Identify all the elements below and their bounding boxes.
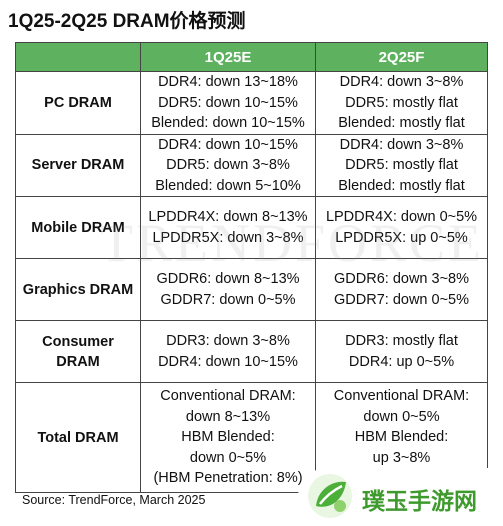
cell-server-q1: DDR4: down 10~15% DDR5: down 3~8% Blended:… [140, 133, 316, 197]
cell-line: DDR5: down 3~8% [166, 157, 290, 173]
cell-line: DDR4: down 10~15% [158, 353, 298, 370]
cell-line: down 0~5% [363, 408, 440, 425]
cell-line: Blended: mostly flat [338, 177, 465, 194]
cell-line: DDR3: mostly flat [345, 333, 458, 349]
leaf-logo-icon [308, 474, 352, 518]
cell-mobile-q2: LPDDR4X: down 0~5% LPDDR5X: up 0~5% [315, 196, 488, 259]
cell-line: GDDR7: down 0~5% [160, 291, 296, 308]
header-row: 1Q25E 2Q25F [15, 42, 488, 72]
row-label-graphics: Graphics DRAM [15, 258, 141, 321]
table-row-consumer: Consumer DRAM DDR3: down 3~8% DDR4: down 1… [15, 320, 488, 383]
cell-line: HBM Blended: [354, 429, 449, 446]
cell-line: (HBM Penetration: 8%) [153, 470, 303, 487]
source-note: Source: TrendForce, March 2025 [22, 493, 206, 507]
cell-pc-q1: DDR4: down 13~18% DDR5: down 10~15% Blende… [140, 71, 316, 135]
cell-line: DDR4: down 3~8% [339, 74, 464, 90]
cell-line: down 0~5% [189, 449, 267, 466]
row-label-consumer: Consumer DRAM [15, 320, 141, 383]
cell-line: Blended: down 5~10% [155, 177, 301, 194]
cell-line: down 8~13% [185, 408, 271, 425]
table-row-server: Server DRAM DDR4: down 10~15% DDR5: down 3… [15, 133, 488, 197]
table-row-mobile: Mobile DRAM LPDDR4X: down 8~13% LPDDR5X: d… [15, 196, 488, 259]
cell-line: LPDDR4X: down 8~13% [148, 209, 308, 225]
row-label-total: Total DRAM [15, 382, 141, 493]
column-header-1q25e: 1Q25E [140, 42, 316, 72]
header-corner [15, 42, 141, 72]
cell-line: DDR4: down 3~8% [339, 136, 464, 153]
column-header-2q25f: 2Q25F [315, 42, 488, 72]
cell-line: GDDR7: down 0~5% [334, 291, 469, 308]
table-row-graphics: Graphics DRAM GDDR6: down 8~13% GDDR7: dow… [15, 258, 488, 321]
cell-line: DDR4: down 10~15% [158, 136, 298, 153]
cell-consumer-q2: DDR3: mostly flat DDR4: up 0~5% [315, 320, 488, 383]
cell-graphics-q2: GDDR6: down 3~8% GDDR7: down 0~5% [315, 258, 488, 321]
cell-line: Blended: mostly flat [338, 115, 465, 131]
cell-line: HBM Blended: [181, 429, 275, 446]
cell-server-q2: DDR4: down 3~8% DDR5: mostly flat Blended:… [315, 133, 488, 197]
page-title: 1Q25-2Q25 DRAM价格预测 [8, 11, 246, 32]
cell-line: DDR3: down 3~8% [166, 333, 290, 349]
cell-total-q1: Conventional DRAM: down 8~13% HBM Blended:… [140, 382, 316, 493]
site-watermark-logo: 璞玉手游网 [298, 468, 503, 526]
cell-graphics-q1: GDDR6: down 8~13% GDDR7: down 0~5% [140, 258, 316, 321]
cell-line: Conventional DRAM: [333, 388, 470, 405]
row-label-mobile: Mobile DRAM [15, 196, 141, 259]
cell-line: up 3~8% [372, 449, 431, 466]
cell-line: GDDR6: down 8~13% [156, 271, 300, 287]
cell-line: DDR4: down 13~18% [158, 74, 298, 90]
row-label-server: Server DRAM [15, 133, 141, 197]
table-row-pc: PC DRAM DDR4: down 13~18% DDR5: down 10~15… [15, 71, 488, 135]
cell-consumer-q1: DDR3: down 3~8% DDR4: down 10~15% [140, 320, 316, 383]
cell-line: DDR5: mostly flat [345, 94, 458, 111]
row-label-pc: PC DRAM [15, 71, 141, 135]
site-watermark-text: 璞玉手游网 [362, 489, 477, 515]
cell-line: GDDR6: down 3~8% [334, 271, 469, 287]
cell-line: LPDDR4X: down 0~5% [325, 209, 478, 225]
cell-line: DDR4: up 0~5% [348, 353, 455, 370]
cell-line: DDR5: down 10~15% [158, 94, 298, 111]
cell-line: DDR5: mostly flat [345, 157, 458, 173]
cell-pc-q2: DDR4: down 3~8% DDR5: mostly flat Blended:… [315, 71, 488, 135]
price-forecast-table: 1Q25E 2Q25F PC DRAM DDR4: down 13~18% DDR5… [15, 42, 488, 493]
cell-line: LPDDR5X: down 3~8% [152, 229, 304, 246]
cell-mobile-q1: LPDDR4X: down 8~13% LPDDR5X: down 3~8% [140, 196, 316, 259]
cell-line: Conventional DRAM: [160, 388, 296, 405]
cell-line: Blended: down 10~15% [151, 115, 305, 131]
cell-line: LPDDR5X: up 0~5% [335, 229, 468, 246]
